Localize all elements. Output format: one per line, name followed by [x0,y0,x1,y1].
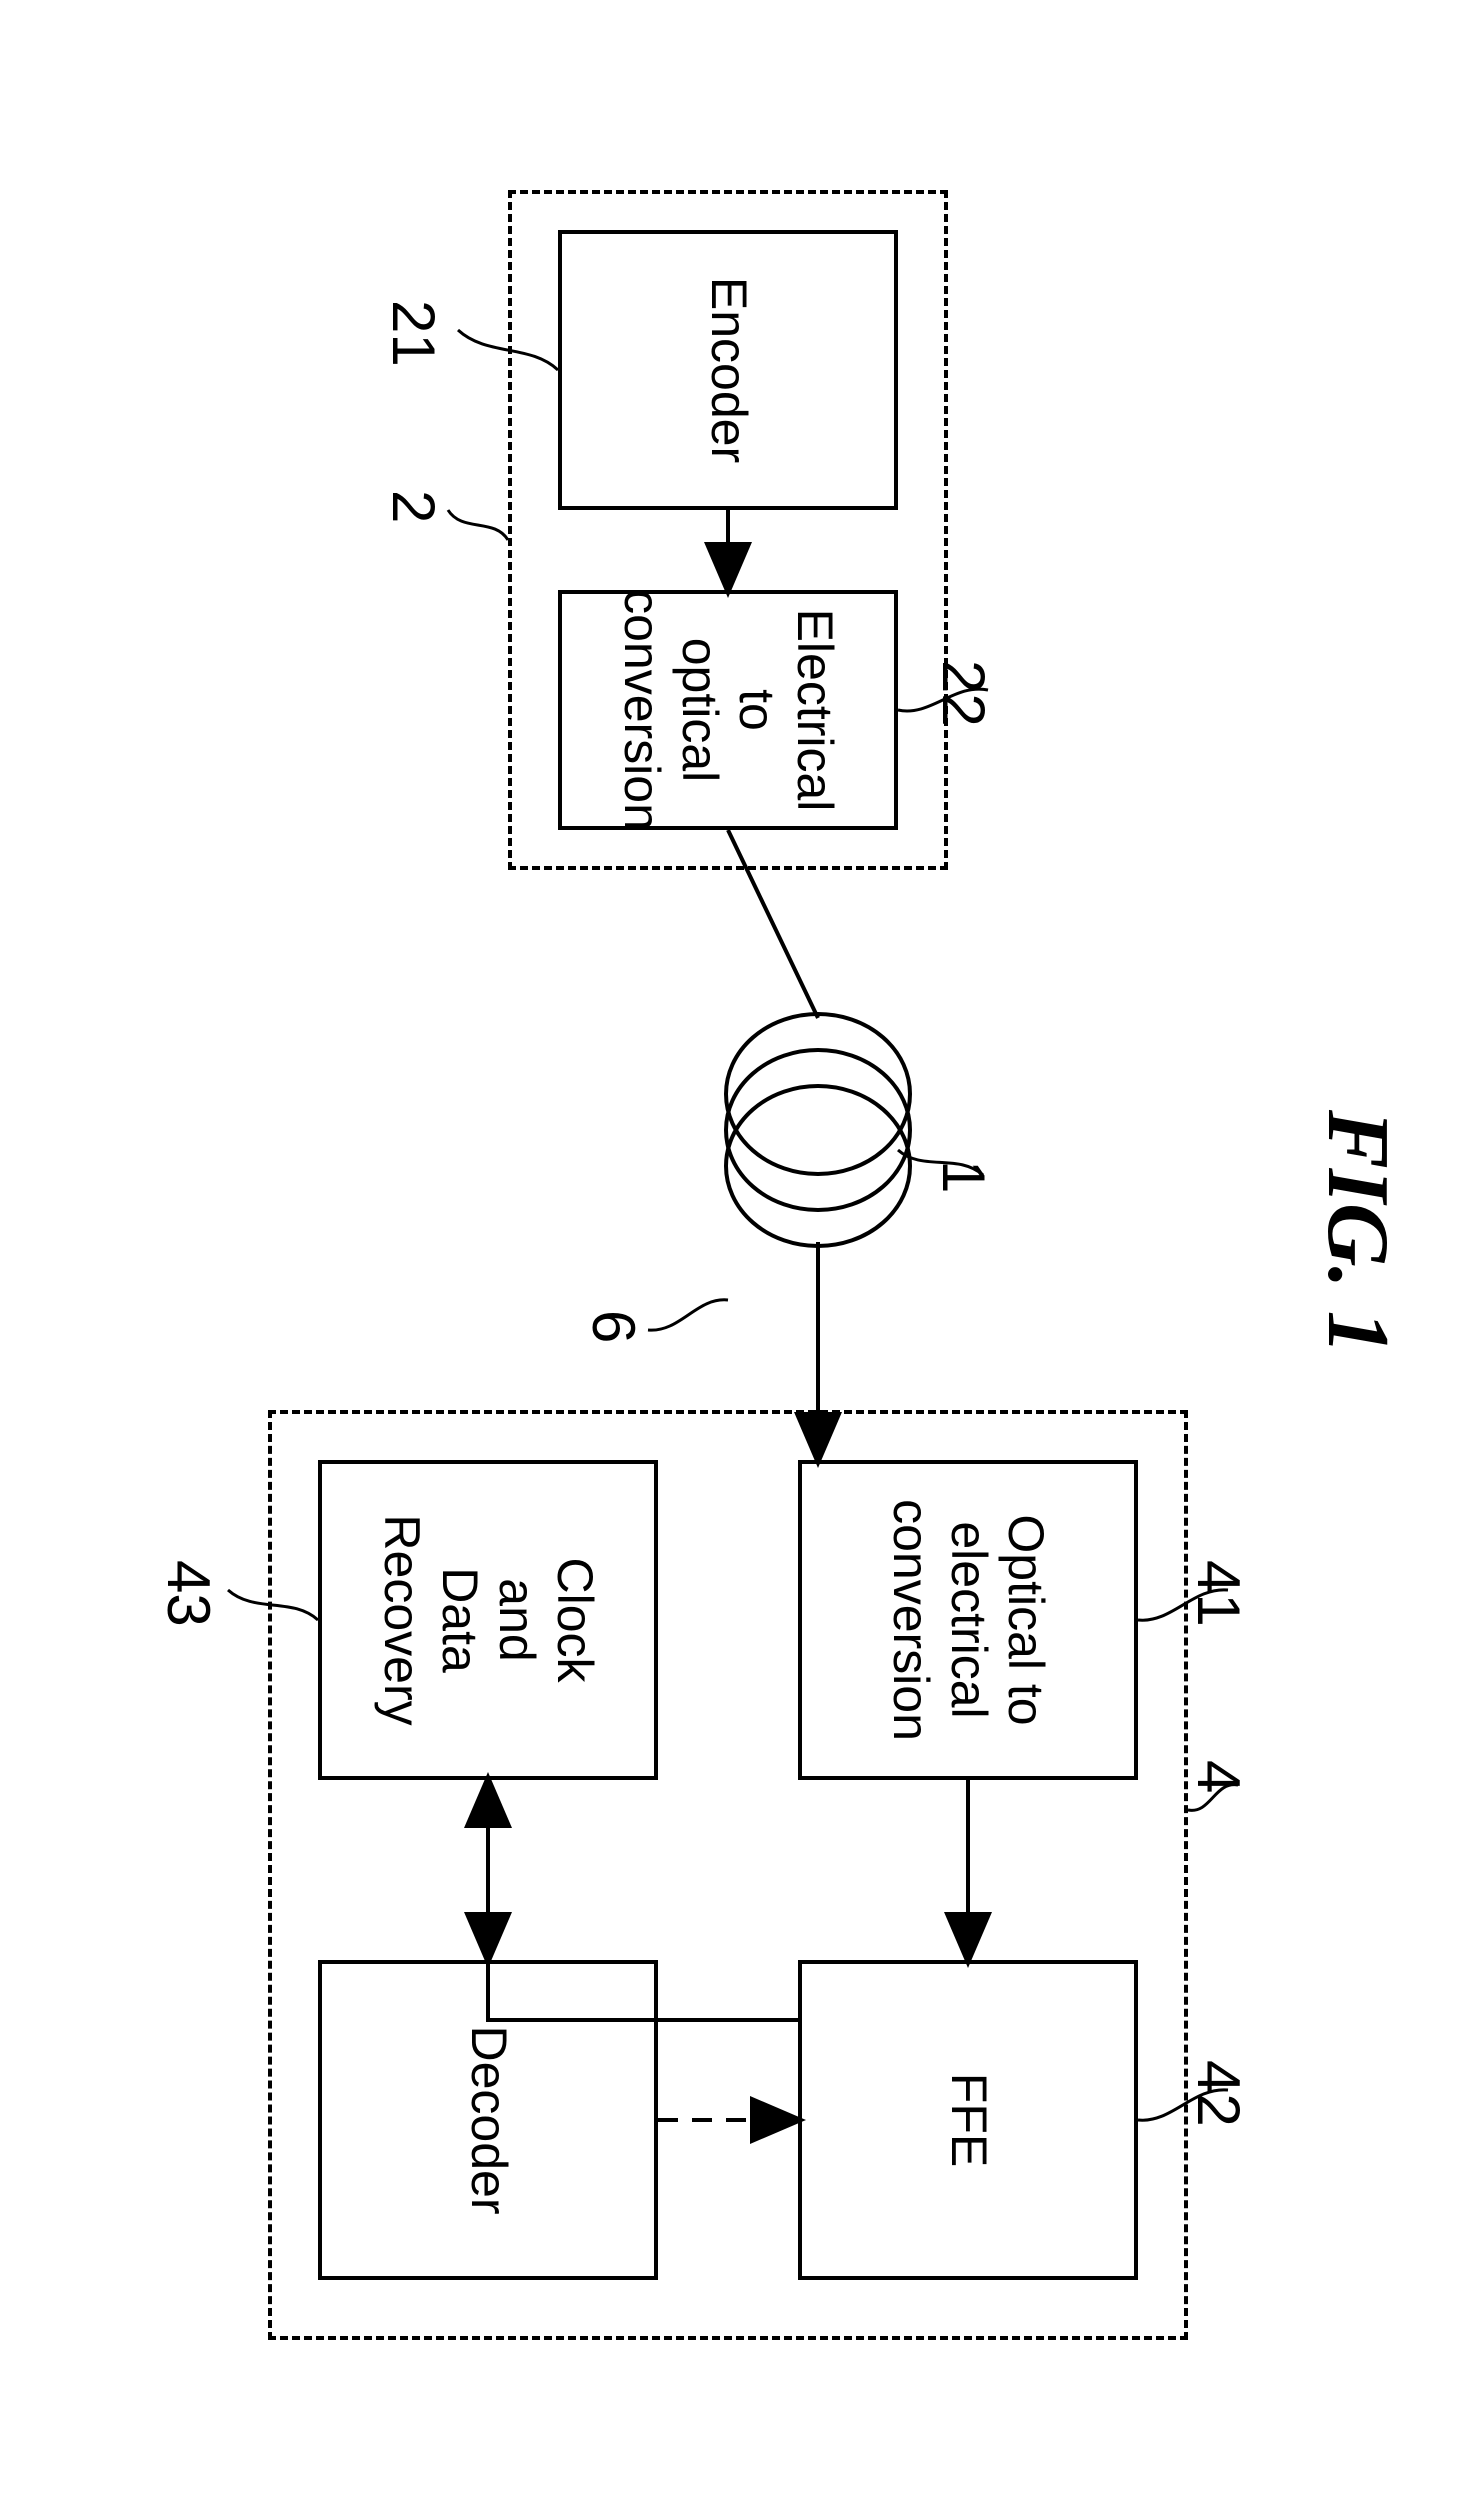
arrow-ffe-cdr [488,1780,798,2020]
leadline-43 [228,1590,318,1620]
leadline-22 [898,689,988,711]
leadline-4 [1188,1785,1238,1811]
svg-overlay [0,0,1478,2505]
leadline-2 [448,510,508,540]
leadline-21 [458,330,558,370]
leadline-41 [1138,1590,1228,1620]
leadline-42 [1138,2090,1228,2120]
leadline-6 [648,1300,728,1330]
arrow-e2o-fiber [728,830,818,1018]
diagram-root: FIG. 1 Encoder Electrical toopticalconve… [0,0,1478,2505]
